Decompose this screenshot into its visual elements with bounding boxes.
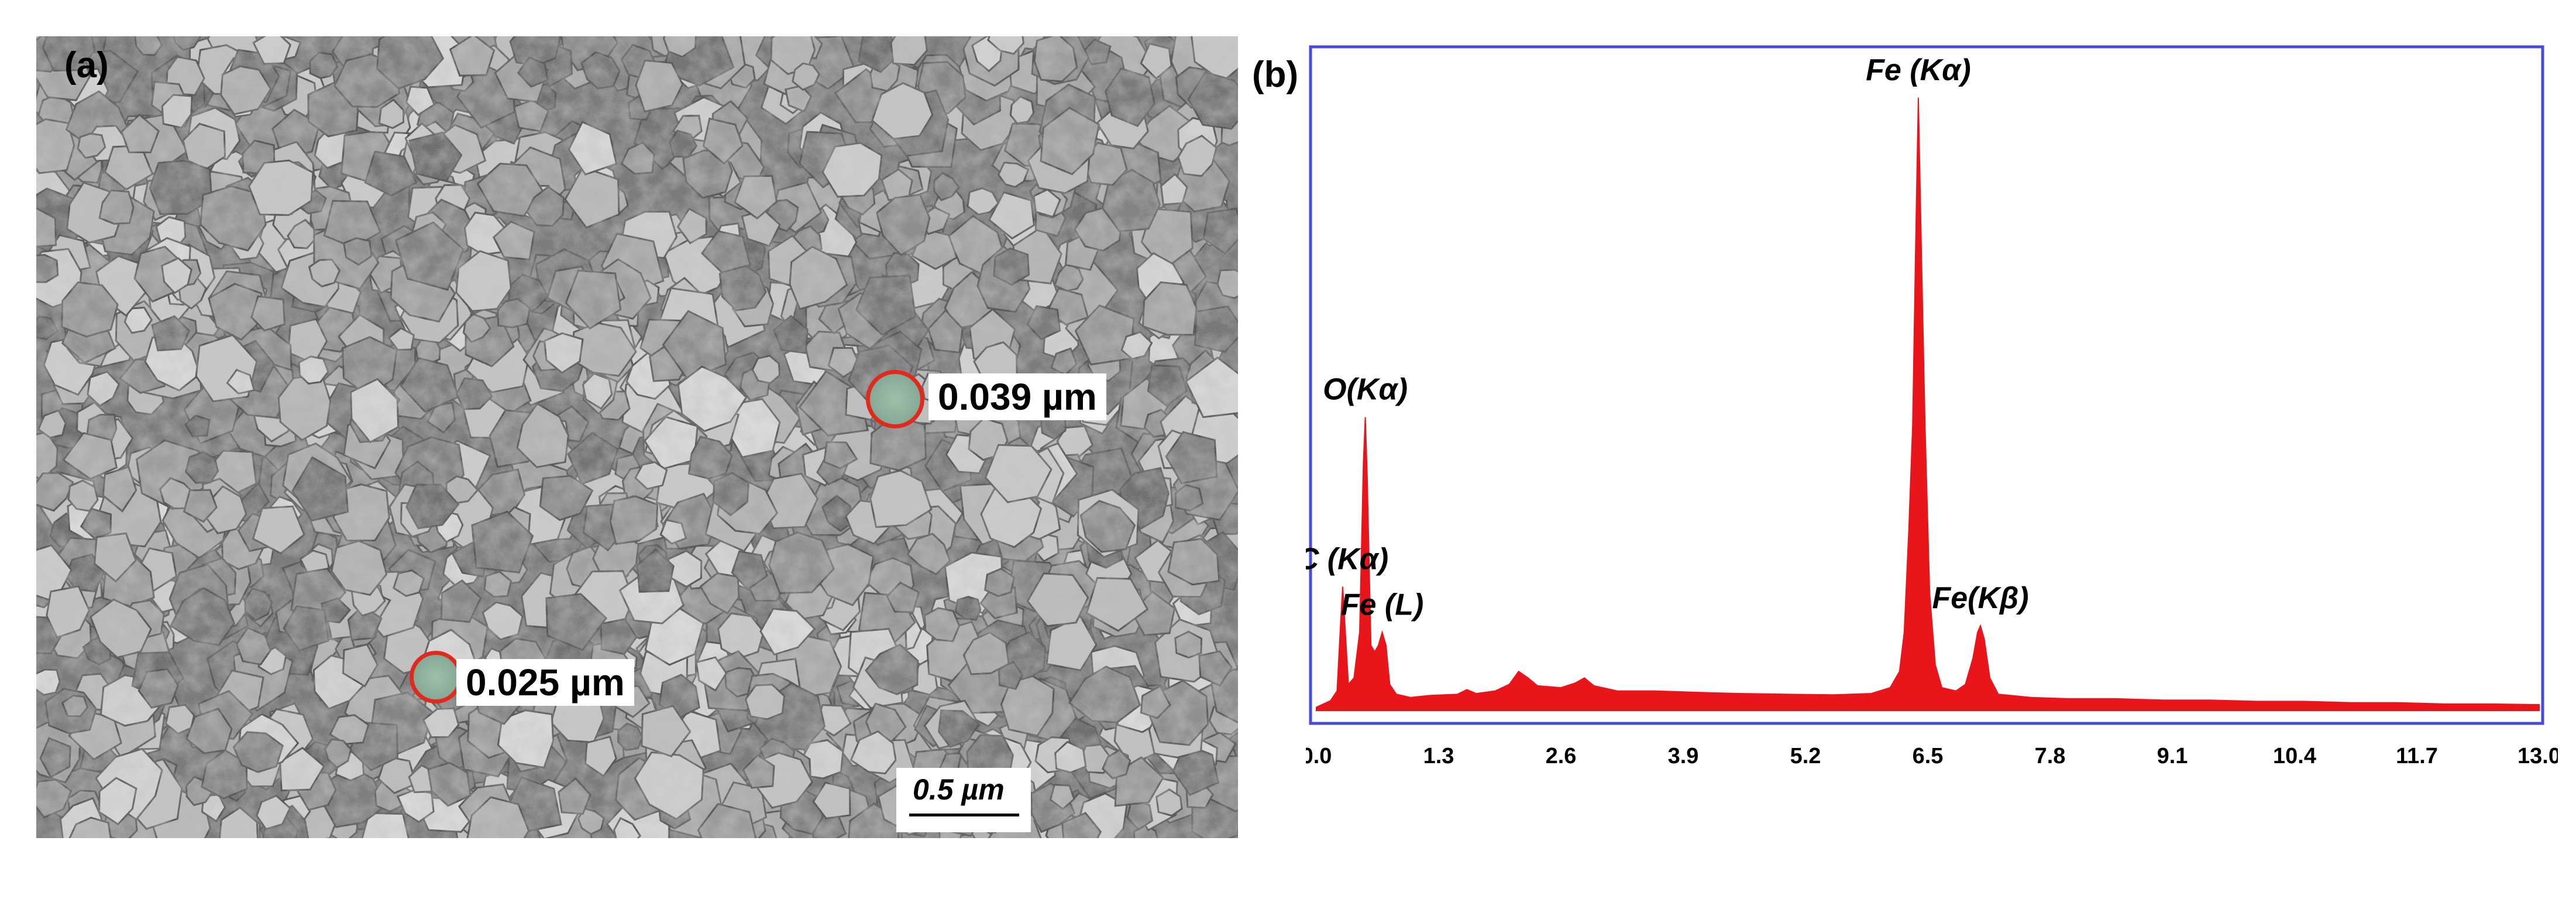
x-tick-label: 10.4 (2273, 744, 2316, 768)
x-tick-label: 0.0 (1306, 744, 1332, 768)
x-tick-label: 2.6 (1546, 744, 1577, 768)
x-tick-label: 6.5 (1913, 744, 1944, 768)
x-tick-labels: 0.0 1.3 2.6 3.9 5.2 6.5 7.8 9.1 10.4 11.7 13.0 (1306, 744, 2558, 768)
x-tick-label: 7.8 (2035, 744, 2066, 768)
peak-label: C (Kα) (1306, 542, 1388, 576)
spectrum-area (1316, 97, 2540, 711)
particle-size-label-1: 0.039 µm (928, 373, 1106, 420)
x-tick-label: 9.1 (2157, 744, 2188, 768)
scale-bar-label: 0.5 µm (913, 773, 1005, 806)
eds-spectrum-chart: 0.0 1.3 2.6 3.9 5.2 6.5 7.8 9.1 10.4 11.7 13.0 C (… (1306, 45, 2558, 768)
peak-label: Fe (Kα) (1866, 53, 1971, 87)
x-tick-label: 1.3 (1423, 744, 1454, 768)
particle-marker-2 (410, 651, 462, 703)
peak-label: Fe(Kβ) (1932, 581, 2028, 615)
x-tick-label: 3.9 (1668, 744, 1699, 768)
scale-bar-line (909, 814, 1019, 816)
sem-micrograph: (a) 0.039 µm 0.025 µm 0.5 µm (36, 36, 1238, 838)
x-tick-label: 5.2 (1790, 744, 1821, 768)
peak-label: Fe (L) (1341, 588, 1424, 622)
scale-bar: 0.5 µm (896, 768, 1031, 832)
x-tick-label: 11.7 (2396, 744, 2438, 768)
particle-size-label-2: 0.025 µm (456, 659, 634, 706)
peak-label: O(Kα) (1323, 373, 1408, 407)
sem-texture (36, 36, 1238, 838)
panel-label-a: (a) (64, 45, 109, 85)
x-tick-label: 13.0 (2517, 744, 2558, 768)
spectrum-layer (1316, 97, 2540, 711)
panel-label-b: (b) (1252, 54, 1299, 95)
peak-labels: C (Kα) O(Kα) Fe (L) Fe (Kα) Fe(Kβ) (1306, 53, 2029, 622)
particle-marker-1 (866, 370, 924, 428)
